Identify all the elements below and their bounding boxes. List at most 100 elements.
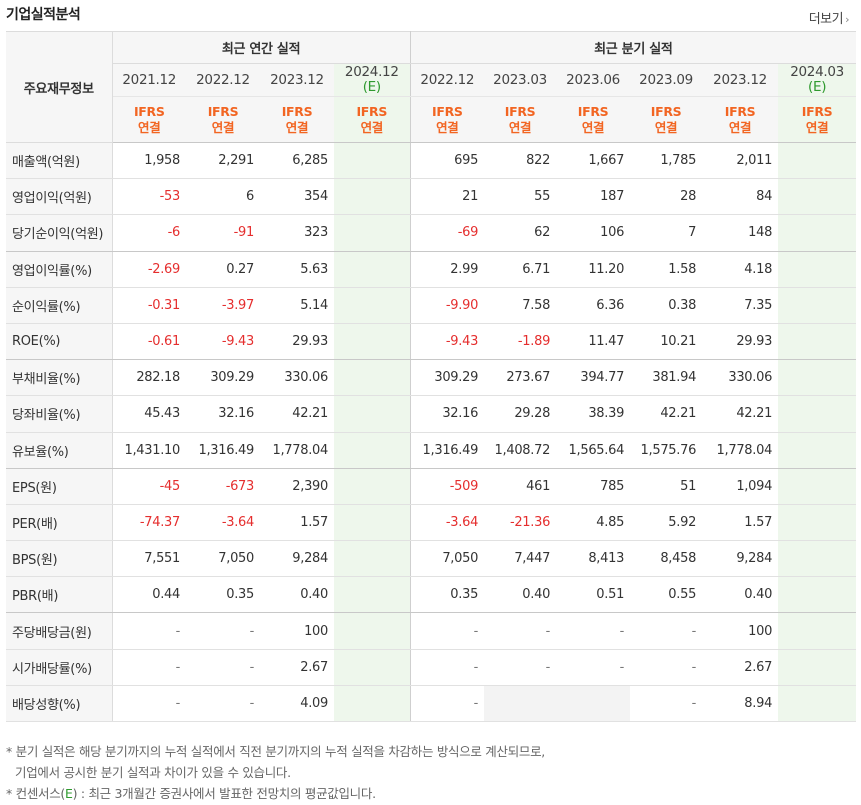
annual-cell [334,468,411,505]
annual-period-label: 2022.12 [196,72,250,88]
annual-cell: 323 [260,214,334,252]
row-label: 유보율(%) [6,432,113,469]
quarter-period-label: 2024.03 [790,64,844,80]
quarter-cell: -21.36 [484,504,557,542]
table-row: BPS(원) 7,551 7,050 9,284 7,050 7,447 8,413 8,45… [6,540,857,578]
quarter-period-label: 2023.09 [639,72,693,88]
annual-cell: 7,050 [186,540,260,578]
quarter-cell [778,142,857,180]
quarter-standard-4: IFRS 연결 [702,96,779,143]
annual-cell [334,178,411,216]
row-label: 영업이익률(%) [6,251,113,288]
quarter-cell [778,504,857,542]
row-label: 당기순이익(억원) [6,214,113,252]
annual-cell: 6 [186,178,260,216]
annual-period-0: 2021.12 [112,63,186,97]
standard-ifrs: IFRS [431,103,463,119]
annual-cell [334,142,411,180]
quarter-cell: 21 [410,178,485,216]
quarter-cell: 1,565.64 [556,432,631,469]
annual-cell: 4.09 [260,685,334,723]
quarter-period-4: 2023.12 [702,63,779,97]
quarter-cell: - [630,649,703,686]
standard-ifrs: IFRS [801,103,833,119]
annual-cell: 100 [260,612,334,650]
annual-cell: 0.44 [112,576,186,614]
quarter-cell [778,395,857,433]
quarter-cell: - [410,685,485,723]
note-consensus: * 컨센서스(E) : 최근 3개월간 증권사에서 발표한 전망치의 평균값입니… [6,783,545,804]
quarter-cell: -1.89 [484,323,557,361]
row-label: PBR(배) [6,576,113,614]
quarter-cell: 309.29 [410,359,485,397]
annual-cell: 0.40 [260,576,334,614]
estimate-mark: (E) [808,79,827,95]
quarter-cell [778,540,857,578]
annual-cell: - [112,649,186,686]
quarter-cell: -3.64 [410,504,485,542]
standard-consolidated: 연결 [654,119,678,135]
quarter-cell: 7,050 [410,540,485,578]
quarter-cell: 785 [556,468,631,505]
section-title: 기업실적분석 [6,7,81,23]
standard-consolidated: 연결 [508,119,532,135]
footnotes: * 분기 실적은 해당 분기까지의 누적 실적에서 직전 분기까지의 누적 실적… [6,741,545,804]
annual-cell: -3.64 [186,504,260,542]
row-label: ROE(%) [6,323,113,361]
quarter-cell: 1,778.04 [702,432,779,469]
row-label: 매출액(억원) [6,142,113,180]
quarter-cell: - [410,649,485,686]
standard-ifrs: IFRS [133,103,165,119]
quarter-period-0: 2022.12 [410,63,485,97]
quarter-cell [778,323,857,361]
quarter-cell: 32.16 [410,395,485,433]
annual-cell: 2,390 [260,468,334,505]
quarter-cell: 8,458 [630,540,703,578]
note-line-3-prefix: * 컨센서스( [6,786,66,801]
quarter-cell: 42.21 [702,395,779,433]
quarter-cell: 8,413 [556,540,631,578]
quarter-cell: 10.21 [630,323,703,361]
annual-period-2: 2023.12 [260,63,334,97]
quarter-cell: 7 [630,214,703,252]
quarter-cell: 8.94 [702,685,779,723]
quarter-cell [778,468,857,505]
quarter-cell: 1,316.49 [410,432,485,469]
quarter-cell: 9,284 [702,540,779,578]
note-line-2: 기업에서 공시한 분기 실적과 차이가 있을 수 있습니다. [15,765,291,780]
annual-cell: 2,291 [186,142,260,180]
quarter-group-header: 최근 분기 실적 [410,31,857,64]
quarter-cell: 695 [410,142,485,180]
more-label: 더보기 [808,12,844,27]
annual-cell: 330.06 [260,359,334,397]
standard-consolidated: 연결 [211,119,235,135]
annual-cell: -53 [112,178,186,216]
annual-cell: -673 [186,468,260,505]
quarter-cell: 0.40 [484,576,557,614]
quarter-cell: 2.67 [702,649,779,686]
quarter-cell: 273.67 [484,359,557,397]
quarter-standard-0: IFRS 연결 [410,96,485,143]
standard-ifrs: IFRS [281,103,313,119]
quarter-period-label: 2023.06 [566,72,620,88]
more-link[interactable]: 더보기 › [808,8,850,27]
quarter-cell: 7.58 [484,287,557,324]
quarter-cell: 38.39 [556,395,631,433]
quarter-cell: -9.90 [410,287,485,324]
annual-cell: 9,284 [260,540,334,578]
standard-ifrs: IFRS [577,103,609,119]
quarter-cell: 1,094 [702,468,779,505]
standard-consolidated: 연결 [285,119,309,135]
annual-cell: - [112,685,186,723]
quarter-cell: 461 [484,468,557,505]
annual-cell: 1,778.04 [260,432,334,469]
quarter-period-2: 2023.06 [556,63,631,97]
annual-cell: 0.35 [186,576,260,614]
row-label-header: 주요재무정보 [6,31,113,143]
annual-cell: 5.14 [260,287,334,324]
quarter-cell: 1.57 [702,504,779,542]
annual-cell [334,359,411,397]
standard-ifrs: IFRS [356,103,388,119]
quarter-period-label: 2023.12 [713,72,767,88]
quarter-cell: 1,785 [630,142,703,180]
